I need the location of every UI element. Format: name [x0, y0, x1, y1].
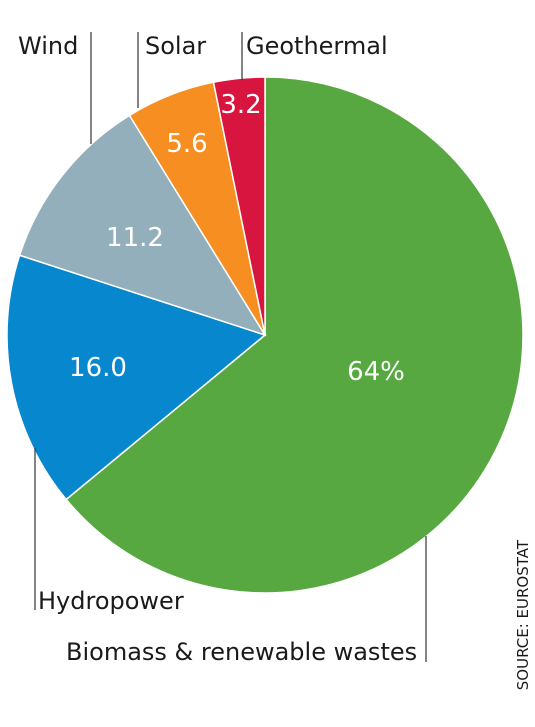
- pie-slice-geothermal: [212, 76, 266, 336]
- value-label-wind: 11.2: [106, 223, 164, 253]
- pie-slice-biomass-renewable-wastes: [65, 76, 524, 594]
- category-label-wind: Wind: [18, 32, 78, 60]
- value-label-biomass: 64%: [347, 357, 405, 387]
- pie-slice-wind: [18, 114, 267, 337]
- category-label-solar: Solar: [145, 32, 206, 60]
- value-label-solar: 5.6: [166, 129, 207, 159]
- category-label-hydropower: Hydropower: [38, 587, 184, 615]
- pie-slice-hydropower: [6, 254, 267, 501]
- pie-slices: [6, 76, 524, 594]
- category-labels: Wind Solar Geothermal Hydropower Biomass…: [18, 32, 417, 666]
- value-label-hydropower: 16.0: [69, 353, 127, 383]
- source-note: SOURCE: EUROSTAT: [514, 539, 532, 690]
- leader-lines: [34, 32, 427, 662]
- category-label-geothermal: Geothermal: [246, 32, 388, 60]
- category-label-biomass: Biomass & renewable wastes: [66, 638, 417, 666]
- value-labels: 64% 16.0 11.2 5.6 3.2: [69, 90, 405, 387]
- value-label-geothermal: 3.2: [220, 90, 261, 120]
